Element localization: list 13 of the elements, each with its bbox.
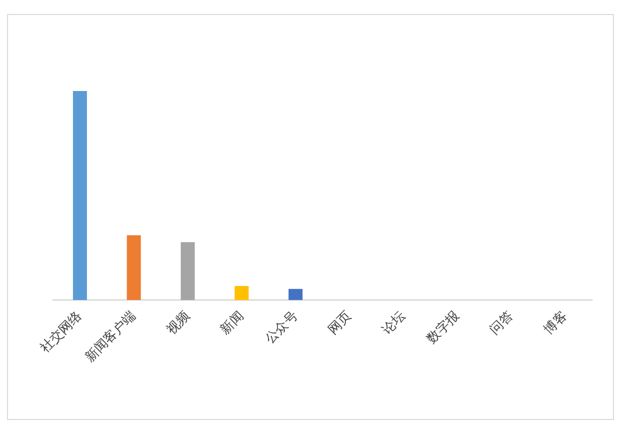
x-tick-label: 问答 bbox=[487, 308, 516, 338]
bar bbox=[126, 235, 141, 300]
x-tick-label: 数字报 bbox=[424, 308, 463, 347]
x-tick-label: 视频 bbox=[164, 308, 194, 338]
x-tick-label: 网页 bbox=[326, 308, 355, 338]
x-tick-label: 公众号 bbox=[262, 308, 301, 347]
bar bbox=[234, 286, 249, 300]
x-tick-label: 博客 bbox=[540, 308, 570, 338]
x-tick-label: 新闻 bbox=[218, 308, 247, 338]
x-tick-label: 论坛 bbox=[380, 308, 409, 338]
bar bbox=[180, 242, 195, 300]
bar bbox=[288, 288, 303, 300]
bar bbox=[72, 91, 87, 300]
